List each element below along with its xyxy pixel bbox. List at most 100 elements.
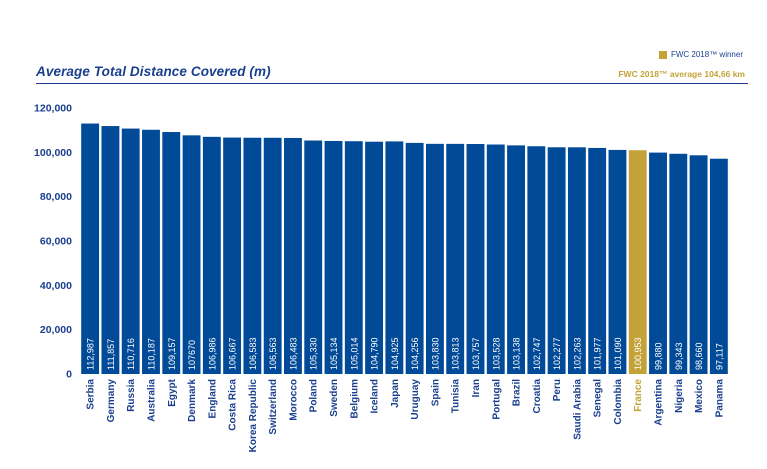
y-tick-label: 0 [66, 369, 72, 381]
x-tick-label: Iran [471, 379, 482, 397]
data-label: 102,277 [552, 337, 562, 370]
average-note: FWC 2018™ average 104,66 km [618, 69, 745, 79]
x-tick-label: Iceland [370, 379, 381, 413]
title-divider [36, 83, 748, 84]
x-tick-label: Australia [146, 379, 157, 422]
bar [689, 155, 708, 374]
bar [101, 126, 120, 374]
data-label: 112,987 [86, 338, 96, 370]
data-label: 105,134 [329, 337, 339, 370]
x-tick-label: Colombia [613, 379, 624, 425]
chart-title: Average Total Distance Covered (m) [36, 64, 271, 79]
y-tick-label: 20,000 [40, 324, 72, 336]
data-label: 104,256 [410, 337, 420, 370]
x-tick-label: Korea Republic [248, 379, 259, 453]
x-tick-label: Japan [390, 379, 401, 408]
bar [365, 141, 384, 374]
bar [81, 123, 100, 374]
x-tick-label: Belgium [349, 379, 360, 419]
data-label: 106,583 [248, 337, 258, 370]
x-tick-label: Denmark [187, 379, 198, 422]
bar [425, 143, 444, 374]
y-tick-label: 40,000 [40, 280, 72, 292]
x-tick-label: England [207, 379, 218, 418]
data-label: 106,986 [207, 337, 217, 370]
y-tick-label: 60,000 [40, 236, 72, 248]
data-label: 97,117 [714, 343, 724, 370]
bar [405, 142, 424, 374]
data-label: 102,263 [572, 337, 582, 370]
bar [527, 146, 546, 374]
data-label: 103,813 [451, 337, 461, 370]
bar [142, 129, 160, 374]
bar [263, 137, 282, 374]
data-label: 111,857 [106, 339, 116, 370]
x-tick-label: France [633, 379, 644, 412]
x-tick-label: Uruguay [410, 379, 421, 420]
bar [486, 144, 505, 374]
x-tick-label: Mexico [694, 379, 705, 413]
data-label: 106,563 [268, 337, 278, 370]
bar [649, 152, 667, 374]
bar [709, 158, 728, 374]
data-label: 103,830 [430, 337, 440, 370]
x-tick-label: Serbia [86, 379, 97, 410]
x-tick-label: Russia [126, 379, 137, 412]
bar [304, 140, 323, 374]
data-label: 107670 [187, 340, 197, 370]
data-label: 103,528 [491, 337, 501, 370]
y-tick-label: 100,000 [34, 147, 72, 159]
bar [669, 153, 688, 374]
x-tick-label: Sweden [329, 379, 340, 417]
x-tick-label: Portugal [491, 379, 502, 420]
data-label: 103,138 [512, 337, 522, 370]
data-label: 109,157 [167, 337, 177, 370]
x-tick-label: Saudi Arabia [572, 379, 583, 440]
bar [466, 144, 485, 374]
data-label: 100,953 [633, 337, 643, 370]
x-tick-label: Spain [430, 379, 441, 406]
bar [507, 145, 525, 374]
x-tick-label: Tunisia [451, 379, 462, 414]
data-label: 103,757 [471, 337, 481, 370]
bar [202, 136, 221, 374]
bar [385, 141, 404, 374]
bar [121, 128, 140, 374]
data-label: 98,660 [694, 342, 704, 370]
x-tick-label: Croatia [532, 379, 543, 414]
x-tick-label: Senegal [593, 379, 604, 418]
y-tick-label: 80,000 [40, 191, 72, 203]
data-label: 106,483 [288, 337, 298, 370]
data-label: 110,187 [146, 338, 156, 370]
x-tick-label: Panama [714, 379, 725, 418]
x-tick-label: Nigeria [674, 379, 685, 413]
data-label: 110,716 [126, 338, 136, 370]
data-label: 101,090 [613, 337, 623, 370]
bar [243, 137, 262, 374]
x-tick-label: Poland [309, 379, 320, 412]
legend: FWC 2018™ winner [658, 50, 743, 59]
x-tick-label: Switzerland [268, 379, 279, 435]
bar [344, 141, 363, 374]
bar [223, 137, 242, 374]
x-tick-label: Morocco [288, 379, 299, 421]
legend-swatch [658, 50, 667, 59]
data-label: 102,747 [532, 337, 542, 370]
data-label: 99,880 [654, 342, 664, 370]
y-tick-label: 120,000 [34, 103, 72, 115]
x-tick-label: Brazil [512, 379, 523, 406]
legend-label: FWC 2018™ winner [670, 50, 743, 59]
bar [588, 147, 607, 374]
bar [284, 137, 302, 374]
data-label: 105,014 [349, 337, 359, 370]
data-label: 104,790 [370, 337, 380, 370]
bar [162, 132, 181, 374]
bar [567, 147, 586, 374]
x-tick-label: Costa Rica [228, 379, 239, 431]
bar [182, 135, 201, 374]
x-tick-label: Germany [106, 379, 117, 423]
bar [324, 140, 343, 374]
data-label: 99,343 [674, 342, 684, 370]
x-tick-label: Argentina [654, 379, 665, 426]
data-label: 106,667 [228, 337, 238, 370]
